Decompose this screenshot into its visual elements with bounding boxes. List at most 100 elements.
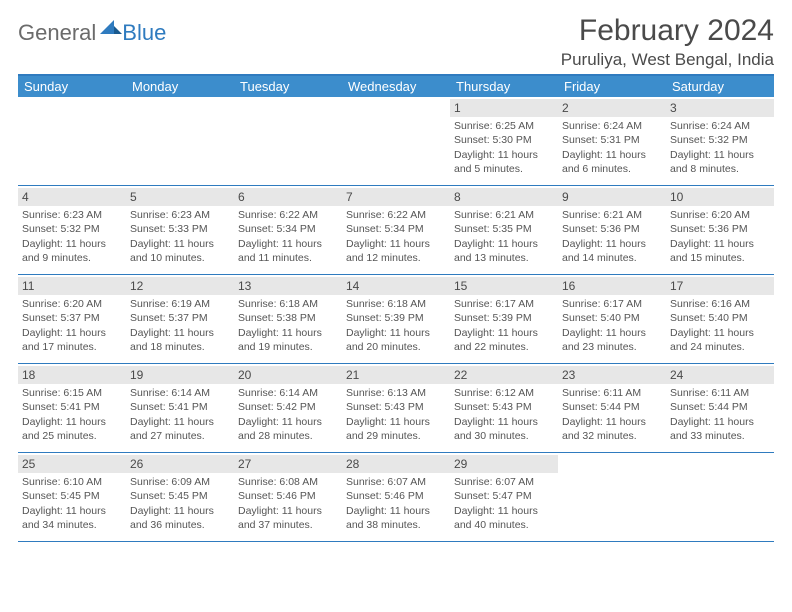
day-cell: 28 Sunrise: 6:07 AMSunset: 5:46 PMDayligh… xyxy=(342,453,450,541)
week-row: 4Sunrise: 6:23 AMSunset: 5:32 PMDaylight… xyxy=(18,186,774,275)
sunrise-text: Sunrise: 6:24 AM xyxy=(670,119,770,133)
day-cell: 4Sunrise: 6:23 AMSunset: 5:32 PMDaylight… xyxy=(18,186,126,274)
logo: General Blue xyxy=(18,14,166,46)
day-number xyxy=(126,99,234,117)
sunrise-text: Sunrise: 6:22 AM xyxy=(238,208,338,222)
sunset-text: Sunset: 5:39 PM xyxy=(346,311,446,325)
daylight-text: Daylight: 11 hours and 5 minutes. xyxy=(454,148,554,176)
sunset-text: Sunset: 5:46 PM xyxy=(346,489,446,503)
day-cell: 19 Sunrise: 6:14 AMSunset: 5:41 PMDayligh… xyxy=(126,364,234,452)
sunrise-text: Sunrise: 6:11 AM xyxy=(562,386,662,400)
sunrise-text: Sunrise: 6:23 AM xyxy=(22,208,122,222)
sunrise-text: Sunrise: 6:11 AM xyxy=(670,386,770,400)
sunset-text: Sunset: 5:46 PM xyxy=(238,489,338,503)
sunrise-text: Sunrise: 6:21 AM xyxy=(454,208,554,222)
day-cell: 25Sunrise: 6:10 AMSunset: 5:45 PMDayligh… xyxy=(18,453,126,541)
day-cell xyxy=(234,97,342,185)
day-cell: 27Sunrise: 6:08 AMSunset: 5:46 PMDayligh… xyxy=(234,453,342,541)
day-number xyxy=(666,455,774,473)
sunrise-text: Sunrise: 6:18 AM xyxy=(346,297,446,311)
day-number: 15 xyxy=(450,277,558,295)
day-cell: 13Sunrise: 6:18 AMSunset: 5:38 PMDayligh… xyxy=(234,275,342,363)
day-cell: 29Sunrise: 6:07 AMSunset: 5:47 PMDayligh… xyxy=(450,453,558,541)
day-header: Thursday xyxy=(450,76,558,97)
sunset-text: Sunset: 5:37 PM xyxy=(130,311,230,325)
day-header: Friday xyxy=(558,76,666,97)
sunrise-text: Sunrise: 6:07 AM xyxy=(454,475,554,489)
daylight-text: Daylight: 11 hours and 28 minutes. xyxy=(238,415,338,443)
day-number xyxy=(234,99,342,117)
sunrise-text: Sunrise: 6:23 AM xyxy=(130,208,230,222)
day-number: 29 xyxy=(450,455,558,473)
day-number: 26 xyxy=(126,455,234,473)
day-header-row: SundayMondayTuesdayWednesdayThursdayFrid… xyxy=(18,76,774,97)
daylight-text: Daylight: 11 hours and 27 minutes. xyxy=(130,415,230,443)
sunset-text: Sunset: 5:36 PM xyxy=(562,222,662,236)
day-cell: 22Sunrise: 6:12 AMSunset: 5:43 PMDayligh… xyxy=(450,364,558,452)
week-row: 25Sunrise: 6:10 AMSunset: 5:45 PMDayligh… xyxy=(18,453,774,542)
day-number: 28 xyxy=(342,455,450,473)
daylight-text: Daylight: 11 hours and 13 minutes. xyxy=(454,237,554,265)
day-number: 19 xyxy=(126,366,234,384)
day-cell: 24Sunrise: 6:11 AMSunset: 5:44 PMDayligh… xyxy=(666,364,774,452)
sunrise-text: Sunrise: 6:16 AM xyxy=(670,297,770,311)
daylight-text: Daylight: 11 hours and 11 minutes. xyxy=(238,237,338,265)
sunrise-text: Sunrise: 6:12 AM xyxy=(454,386,554,400)
day-header: Sunday xyxy=(18,76,126,97)
day-number: 23 xyxy=(558,366,666,384)
day-number xyxy=(342,99,450,117)
sunrise-text: Sunrise: 6:14 AM xyxy=(130,386,230,400)
day-cell: 6Sunrise: 6:22 AMSunset: 5:34 PMDaylight… xyxy=(234,186,342,274)
sunrise-text: Sunrise: 6:21 AM xyxy=(562,208,662,222)
sunset-text: Sunset: 5:34 PM xyxy=(238,222,338,236)
sunrise-text: Sunrise: 6:15 AM xyxy=(22,386,122,400)
day-number: 4 xyxy=(18,188,126,206)
daylight-text: Daylight: 11 hours and 33 minutes. xyxy=(670,415,770,443)
day-cell: 23Sunrise: 6:11 AMSunset: 5:44 PMDayligh… xyxy=(558,364,666,452)
sunrise-text: Sunrise: 6:13 AM xyxy=(346,386,446,400)
sunset-text: Sunset: 5:32 PM xyxy=(670,133,770,147)
day-cell: 21Sunrise: 6:13 AMSunset: 5:43 PMDayligh… xyxy=(342,364,450,452)
sunrise-text: Sunrise: 6:10 AM xyxy=(22,475,122,489)
sunset-text: Sunset: 5:42 PM xyxy=(238,400,338,414)
sunset-text: Sunset: 5:31 PM xyxy=(562,133,662,147)
day-cell: 10Sunrise: 6:20 AMSunset: 5:36 PMDayligh… xyxy=(666,186,774,274)
day-cell: 26Sunrise: 6:09 AMSunset: 5:45 PMDayligh… xyxy=(126,453,234,541)
sunset-text: Sunset: 5:34 PM xyxy=(346,222,446,236)
sunrise-text: Sunrise: 6:07 AM xyxy=(346,475,446,489)
day-header: Monday xyxy=(126,76,234,97)
sunrise-text: Sunrise: 6:20 AM xyxy=(670,208,770,222)
sunset-text: Sunset: 5:40 PM xyxy=(670,311,770,325)
sunrise-text: Sunrise: 6:09 AM xyxy=(130,475,230,489)
daylight-text: Daylight: 11 hours and 19 minutes. xyxy=(238,326,338,354)
sunset-text: Sunset: 5:41 PM xyxy=(130,400,230,414)
sunset-text: Sunset: 5:32 PM xyxy=(22,222,122,236)
daylight-text: Daylight: 11 hours and 38 minutes. xyxy=(346,504,446,532)
day-number: 9 xyxy=(558,188,666,206)
day-cell: 7Sunrise: 6:22 AMSunset: 5:34 PMDaylight… xyxy=(342,186,450,274)
day-number: 8 xyxy=(450,188,558,206)
day-number: 18 xyxy=(18,366,126,384)
day-cell: 8Sunrise: 6:21 AMSunset: 5:35 PMDaylight… xyxy=(450,186,558,274)
daylight-text: Daylight: 11 hours and 32 minutes. xyxy=(562,415,662,443)
sunset-text: Sunset: 5:43 PM xyxy=(346,400,446,414)
sunset-text: Sunset: 5:40 PM xyxy=(562,311,662,325)
day-number: 2 xyxy=(558,99,666,117)
sunset-text: Sunset: 5:45 PM xyxy=(130,489,230,503)
daylight-text: Daylight: 11 hours and 20 minutes. xyxy=(346,326,446,354)
daylight-text: Daylight: 11 hours and 12 minutes. xyxy=(346,237,446,265)
day-number: 10 xyxy=(666,188,774,206)
daylight-text: Daylight: 11 hours and 34 minutes. xyxy=(22,504,122,532)
week-row: 1Sunrise: 6:25 AMSunset: 5:30 PMDaylight… xyxy=(18,97,774,186)
header: General Blue February 2024 Puruliya, Wes… xyxy=(18,14,774,70)
day-number: 27 xyxy=(234,455,342,473)
day-header: Saturday xyxy=(666,76,774,97)
sunset-text: Sunset: 5:37 PM xyxy=(22,311,122,325)
day-number xyxy=(18,99,126,117)
day-cell: 2Sunrise: 6:24 AMSunset: 5:31 PMDaylight… xyxy=(558,97,666,185)
daylight-text: Daylight: 11 hours and 17 minutes. xyxy=(22,326,122,354)
sunset-text: Sunset: 5:43 PM xyxy=(454,400,554,414)
sunset-text: Sunset: 5:47 PM xyxy=(454,489,554,503)
day-number: 12 xyxy=(126,277,234,295)
day-number: 21 xyxy=(342,366,450,384)
